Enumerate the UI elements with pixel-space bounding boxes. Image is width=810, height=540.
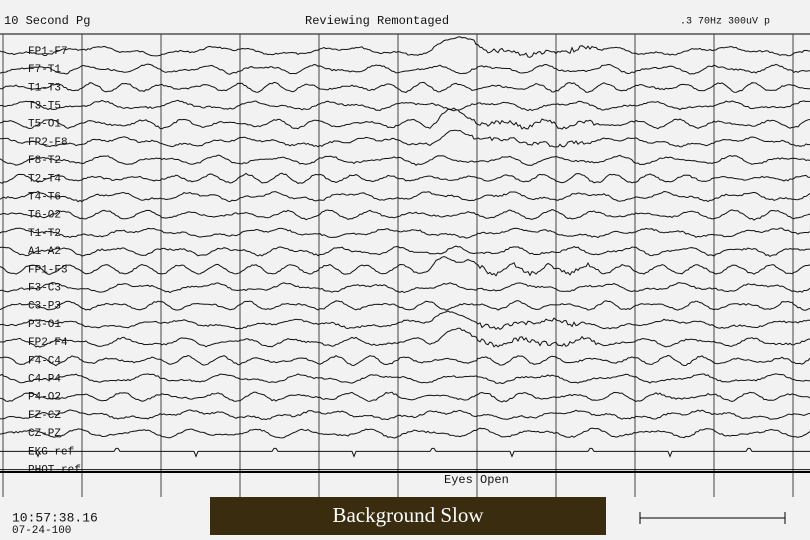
channel-label: C3-P3 [28,301,61,313]
mode-label: Reviewing Remontaged [305,14,449,28]
eeg-trace [0,409,810,421]
channel-label: T5-O1 [28,119,61,131]
channel-label: FP1-F3 [28,264,68,276]
channel-label: F3-C3 [28,283,61,295]
channel-label: F8-T2 [28,155,61,167]
eeg-trace [0,354,810,367]
eeg-trace [0,327,810,348]
channel-label: EKG-ref [28,446,74,458]
eeg-trace [0,310,810,331]
eeg-trace [0,36,810,58]
time-grid [2,34,794,497]
channel-label: T1-T3 [28,82,61,94]
time-label: 10:57:38.16 [12,510,98,525]
eeg-trace [0,63,810,75]
channel-label: FP2-F4 [28,337,68,349]
channel-label: T6-O2 [28,210,61,222]
eeg-trace [0,227,810,239]
channel-label: T1-T2 [28,228,61,240]
eeg-trace [0,154,810,166]
eeg-trace [0,107,810,130]
channel-label: PHOT-ref [28,465,81,477]
eeg-trace [0,172,810,184]
date-label: 07-24-100 [12,525,71,537]
eeg-trace [0,391,810,403]
channel-label: CZ-PZ [28,428,61,440]
eeg-trace [0,256,810,277]
channel-label: F7-T1 [28,64,61,76]
eeg-trace [0,81,810,93]
eeg-trace [0,300,810,311]
eeg-trace [0,245,810,258]
channel-label: T2-T4 [28,173,61,185]
page-label: 10 Second Pg [4,14,90,28]
channel-label: A1-A2 [28,246,61,258]
scale-marker [639,512,786,524]
eeg-trace [0,190,810,203]
eeg-trace [0,373,810,385]
eeg-trace [0,99,810,112]
eeg-trace [0,209,810,221]
channel-label: FP2-F8 [28,137,68,149]
channel-label: T3-T5 [28,101,61,113]
eeg-trace [0,282,810,294]
channel-label: P4-O2 [28,392,61,404]
channel-labels: FP1-F7 F7-T1 T1-T3 T3-T5 T5-O1 FP2-F8 F8-T2 T2-… [28,46,81,477]
channel-label: T4-T6 [28,192,61,204]
caption-box [210,497,606,535]
channel-label: F4-C4 [28,355,61,367]
eeg-trace [0,427,810,439]
event-annotation: Eyes Open [444,473,509,487]
channel-label: FP1-F7 [28,46,68,58]
eeg-trace [0,447,810,458]
caption: Background Slow [332,503,484,527]
eeg-trace [0,129,810,148]
channel-label: C4-P4 [28,374,61,386]
traces [0,36,810,471]
settings-label: .3 70Hz 300uV p [680,17,770,28]
channel-label: FZ-CZ [28,410,61,422]
channel-label: P3-O1 [28,319,61,331]
